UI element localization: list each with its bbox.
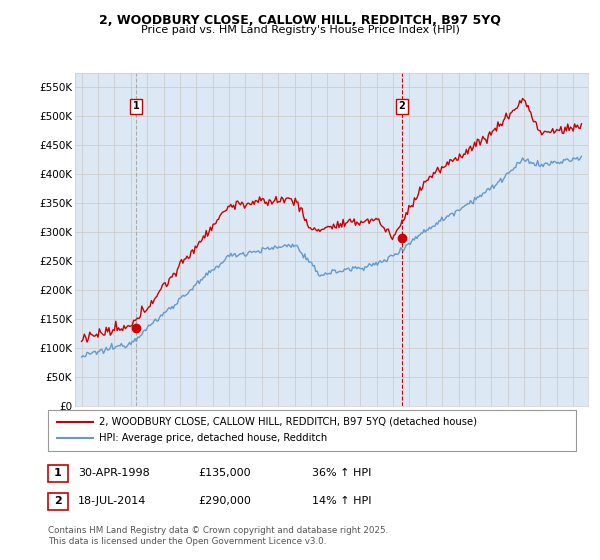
Text: 1: 1 <box>133 101 140 111</box>
Text: 30-APR-1998: 30-APR-1998 <box>78 468 150 478</box>
Text: 14% ↑ HPI: 14% ↑ HPI <box>312 496 371 506</box>
Text: 2: 2 <box>54 496 62 506</box>
Text: 2, WOODBURY CLOSE, CALLOW HILL, REDDITCH, B97 5YQ (detached house): 2, WOODBURY CLOSE, CALLOW HILL, REDDITCH… <box>99 417 477 427</box>
Text: 36% ↑ HPI: 36% ↑ HPI <box>312 468 371 478</box>
Text: 2, WOODBURY CLOSE, CALLOW HILL, REDDITCH, B97 5YQ: 2, WOODBURY CLOSE, CALLOW HILL, REDDITCH… <box>99 14 501 27</box>
Text: £135,000: £135,000 <box>198 468 251 478</box>
Text: Contains HM Land Registry data © Crown copyright and database right 2025.
This d: Contains HM Land Registry data © Crown c… <box>48 526 388 546</box>
Text: £290,000: £290,000 <box>198 496 251 506</box>
Text: HPI: Average price, detached house, Redditch: HPI: Average price, detached house, Redd… <box>99 433 327 443</box>
Text: 18-JUL-2014: 18-JUL-2014 <box>78 496 146 506</box>
Text: 2: 2 <box>398 101 405 111</box>
Text: Price paid vs. HM Land Registry's House Price Index (HPI): Price paid vs. HM Land Registry's House … <box>140 25 460 35</box>
Text: 1: 1 <box>54 468 62 478</box>
